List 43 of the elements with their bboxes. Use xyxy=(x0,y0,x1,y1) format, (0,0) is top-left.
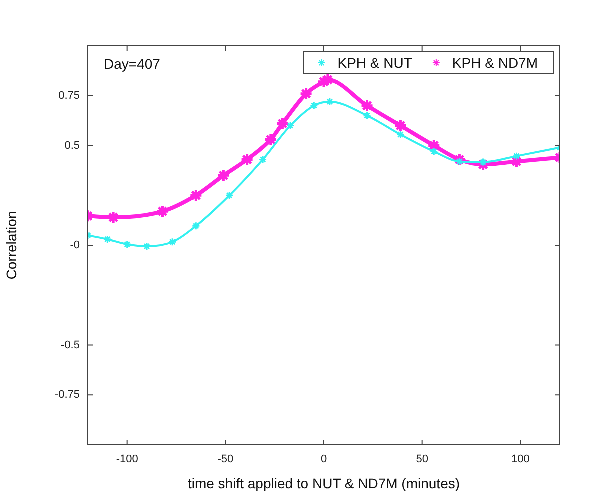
point xyxy=(103,235,112,244)
annotation: Day=407 xyxy=(104,56,161,72)
point xyxy=(326,98,334,106)
y-axis-title: Correlation xyxy=(3,211,20,280)
point xyxy=(123,240,132,249)
point xyxy=(430,147,438,156)
x-tick-label: -50 xyxy=(218,454,234,466)
point xyxy=(216,168,230,182)
y-tick-label: 0.75 xyxy=(58,90,80,102)
point xyxy=(363,112,372,120)
y-tick-label: 0.5 xyxy=(64,140,80,152)
point xyxy=(394,119,408,133)
legend-label: KPH & NUT xyxy=(338,54,413,71)
y-tick-label: -0.75 xyxy=(54,389,80,402)
point xyxy=(225,191,234,200)
point xyxy=(455,157,464,166)
point xyxy=(310,102,318,110)
point xyxy=(360,99,374,113)
point xyxy=(300,87,314,101)
point xyxy=(276,117,290,131)
point xyxy=(240,152,254,166)
x-tick-label: 0 xyxy=(320,454,328,466)
point xyxy=(258,155,268,164)
y-tick-label: -0.5 xyxy=(61,339,80,352)
point xyxy=(286,122,295,130)
point xyxy=(189,188,203,202)
x-axis-title: time shift applied to NUT & ND7M (minutes) xyxy=(188,475,460,492)
x-tick-label: 100 xyxy=(511,454,530,466)
point xyxy=(396,130,405,140)
x-tick-label: -100 xyxy=(116,454,138,466)
point xyxy=(264,133,278,147)
x-tick-label: 50 xyxy=(416,454,428,466)
point xyxy=(142,242,152,251)
y-tick-label: -0 xyxy=(70,240,80,252)
point xyxy=(317,75,331,89)
point xyxy=(168,238,177,246)
point xyxy=(512,152,521,161)
point xyxy=(321,73,335,87)
point xyxy=(156,204,170,218)
point xyxy=(106,210,120,224)
point xyxy=(427,139,441,152)
point xyxy=(192,222,200,230)
legend-label: KPH & ND7M xyxy=(452,54,538,71)
